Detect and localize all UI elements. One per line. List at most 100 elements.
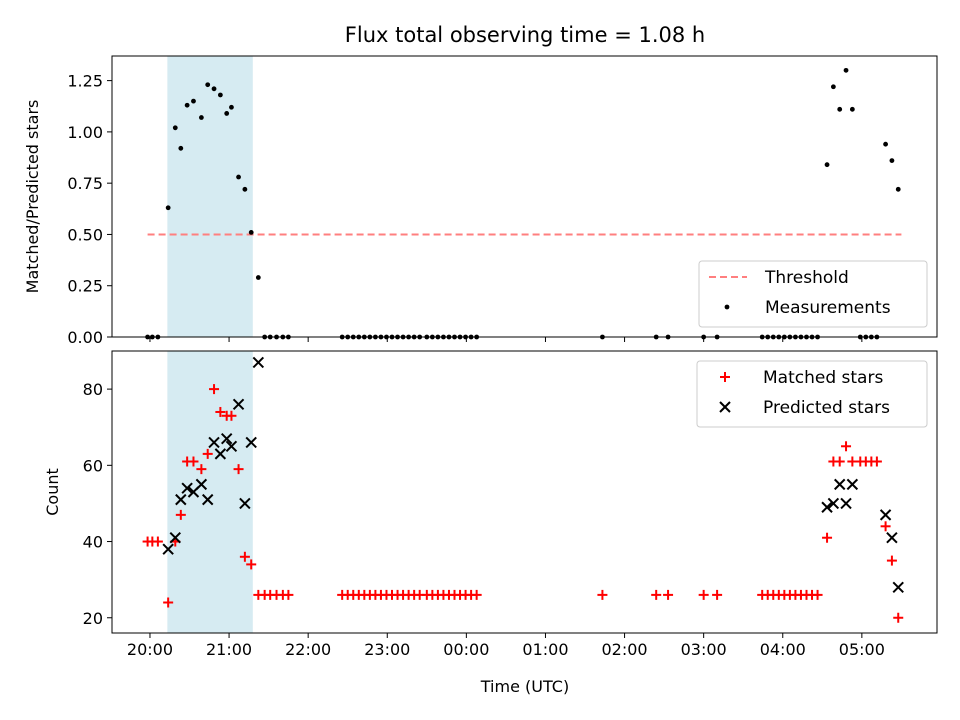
y-tick-label: 0.00: [67, 328, 103, 347]
predicted-star-point: [252, 356, 265, 369]
predicted-star-point: [239, 497, 251, 510]
predicted-star-point: [175, 493, 187, 506]
legend-entry: Measurements: [724, 298, 891, 318]
y-tick-label: 1.00: [67, 123, 103, 142]
top-panel-ratio: 0.00 0.25 0.50 0.75 1.00 1.25 Matched/Predicte…: [23, 55, 938, 347]
x-tick-label: 03:00: [681, 640, 727, 659]
legend-label: Predicted stars: [763, 398, 890, 418]
predicted-star-point: [181, 482, 193, 494]
predicted-star-point: [245, 436, 257, 449]
measurement-point: [184, 102, 190, 108]
matched-star-point: [246, 559, 257, 570]
predicted-star-point: [208, 436, 220, 449]
predicted-star-point: [821, 501, 833, 513]
y-tick-label: 40: [83, 533, 103, 552]
matched-star-point: [698, 589, 709, 600]
measurement-point: [236, 174, 241, 180]
y-tick-label: 20: [83, 609, 103, 628]
predicted-star-point: [220, 432, 233, 445]
legend-box: [698, 260, 928, 328]
matched-star-point: [880, 521, 891, 532]
matched-star-point: [834, 456, 845, 467]
predicted-star-point: [834, 478, 846, 491]
measurement-point: [830, 84, 836, 90]
measurement-point: [191, 98, 196, 104]
y-tick-label: 80: [83, 380, 103, 399]
x-tick-label: 22:00: [285, 640, 331, 659]
bottom-panel-count: 20 40 60 80 20:00 21:00 22:00 23:00 00:00 01:00 02…: [43, 350, 938, 659]
legend-box: [696, 360, 928, 428]
observing-window-shade: [167, 56, 253, 337]
y-tick-label: 0.75: [67, 174, 103, 193]
measurement-point: [837, 106, 843, 112]
y-axis-label: Count: [43, 468, 62, 516]
matched-star-point: [152, 536, 163, 547]
measurement-point: [824, 162, 830, 168]
matched-star-point: [822, 532, 833, 543]
y-tick-label: 0.25: [67, 277, 103, 296]
matched-star-point: [841, 441, 852, 452]
measurement-point: [217, 92, 223, 98]
measurement-point: [229, 104, 234, 110]
y-tick-label: 60: [83, 456, 103, 475]
x-tick-label: 01:00: [522, 640, 568, 659]
measurement-point: [843, 67, 849, 73]
measurement-point: [849, 106, 855, 112]
matched-star-point: [651, 589, 662, 600]
matched-star-point: [175, 509, 186, 520]
predicted-star-point: [162, 543, 174, 555]
observing-window-shade: [167, 351, 253, 633]
matched-star-point: [163, 597, 174, 608]
measurement-point: [205, 82, 211, 88]
predicted-star-point: [169, 532, 181, 544]
x-axis-label: Time (UTC): [480, 677, 569, 696]
x-tick-label: 20:00: [127, 640, 173, 659]
matched-star-point: [239, 551, 250, 562]
series-matched-stars: [142, 384, 904, 623]
series-predicted-stars: [162, 356, 904, 593]
predicted-star-point: [886, 532, 898, 544]
matched-star-point: [233, 464, 244, 475]
matched-star-point: [663, 589, 674, 600]
predicted-star-point: [879, 509, 892, 521]
legend-entry: Predicted stars: [719, 398, 890, 418]
legend-label: Measurements: [765, 298, 891, 318]
axes-frame: [111, 350, 938, 634]
matched-star-point: [471, 589, 482, 600]
measurement-point: [895, 186, 901, 192]
predicted-star-point: [225, 440, 238, 452]
predicted-star-point: [827, 497, 840, 510]
matched-star-point: [871, 456, 882, 467]
predicted-star-point: [892, 581, 904, 593]
measurement-point: [172, 125, 178, 131]
matched-star-point: [209, 384, 220, 395]
legend-entry: Threshold: [709, 268, 849, 288]
y-tick-label: 0.50: [67, 225, 103, 244]
predicted-star-point: [202, 493, 214, 506]
x-tick-label: 21:00: [206, 640, 252, 659]
matched-star-point: [226, 410, 237, 421]
measurement-point: [889, 158, 895, 164]
legend-label: Threshold: [764, 268, 849, 288]
matched-star-point: [712, 589, 723, 600]
measurement-point: [198, 115, 204, 120]
matched-star-point: [812, 589, 823, 600]
predicted-star-point: [846, 478, 859, 491]
matched-star-point: [202, 448, 213, 459]
measurement-point: [211, 86, 217, 92]
legend: Threshold Measurements: [698, 260, 928, 328]
axes-frame: [111, 55, 938, 338]
x-tick-label: 00:00: [443, 640, 489, 659]
predicted-star-point: [214, 448, 227, 460]
y-tick-label: 1.25: [67, 72, 103, 91]
legend: Matched stars Predicted stars: [696, 360, 928, 428]
measurement-point: [255, 275, 261, 280]
matched-star-point: [597, 589, 608, 600]
matched-star-point: [196, 464, 207, 475]
chart-title: Flux total observing time = 1.08 h: [345, 23, 705, 47]
measurement-point: [248, 229, 254, 235]
measurement-point: [165, 205, 171, 211]
measurement-point: [224, 111, 230, 116]
